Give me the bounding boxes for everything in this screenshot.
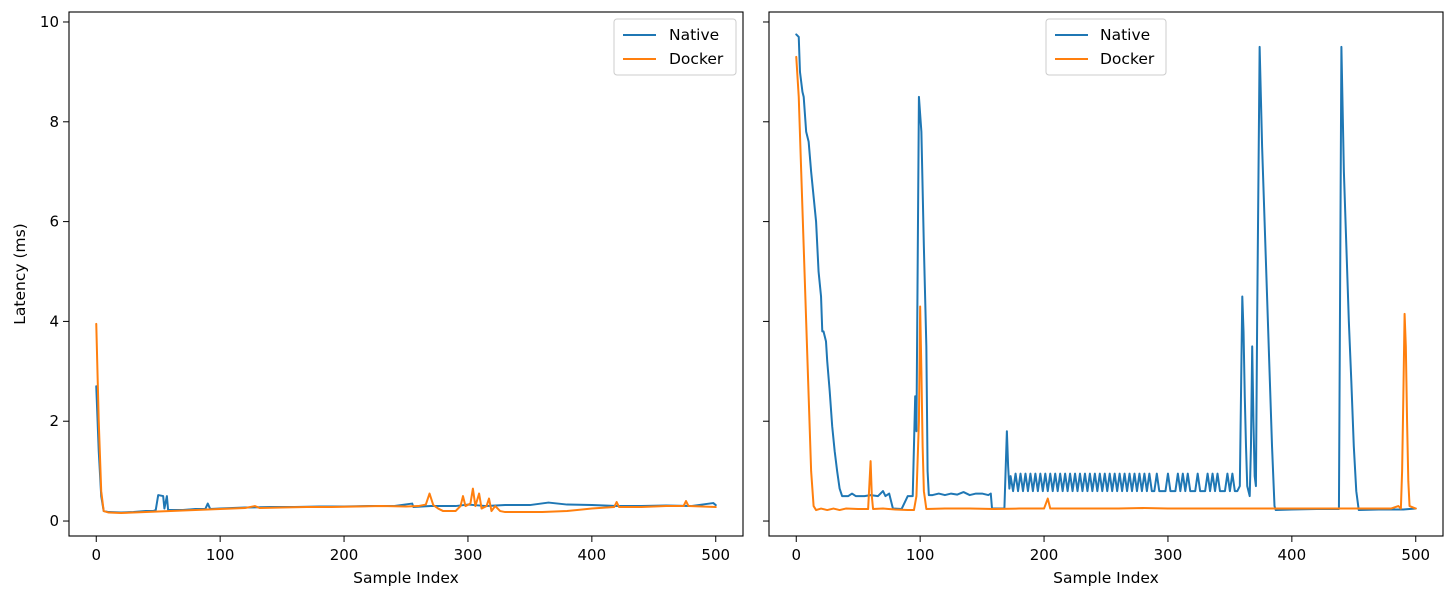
left-subplot: 0 100 200 300 400 500 0 2 4 6 8 10 Sample Index Lat… <box>11 11 744 587</box>
left-y-tick-label: 10 <box>40 13 59 31</box>
right-x-tick-label: 100 <box>906 546 935 564</box>
left-plot-frame <box>68 11 744 537</box>
right-series-native-line <box>795 33 1417 512</box>
left-x-tick-label: 100 <box>206 546 235 564</box>
right-plot-frame <box>768 11 1444 537</box>
left-x-tick-label: 300 <box>454 546 483 564</box>
right-legend-native-label: Native <box>1100 26 1150 44</box>
right-ticks: 0 100 200 300 400 500 <box>763 21 1430 564</box>
right-x-tick-label: 500 <box>1401 546 1430 564</box>
right-x-tick-label: 300 <box>1154 546 1183 564</box>
left-series-docker-line <box>95 322 717 515</box>
left-legend-native-label: Native <box>669 26 719 44</box>
right-legend: Native Docker <box>1045 18 1167 76</box>
left-y-tick-label: 6 <box>49 213 59 231</box>
right-x-axis-label: Sample Index <box>1053 569 1159 587</box>
left-legend-docker-label: Docker <box>669 50 724 68</box>
left-x-tick-label: 400 <box>578 546 607 564</box>
left-y-tick-label: 4 <box>49 312 59 330</box>
left-legend-box <box>613 18 737 76</box>
left-series-layer <box>95 322 717 515</box>
right-subplot: 0 100 200 300 400 500 Sample Index Native Doc… <box>763 11 1444 587</box>
right-x-tick-label: 0 <box>791 546 801 564</box>
right-x-tick-label: 400 <box>1278 546 1307 564</box>
left-y-tick-label: 8 <box>49 113 59 131</box>
left-x-axis-label: Sample Index <box>353 569 459 587</box>
right-x-tick-label: 200 <box>1030 546 1059 564</box>
right-legend-docker-label: Docker <box>1100 50 1155 68</box>
left-y-tick-label: 2 <box>49 412 59 430</box>
left-x-tick-label: 500 <box>701 546 730 564</box>
left-x-tick-label: 0 <box>91 546 101 564</box>
left-ticks: 0 100 200 300 400 500 0 2 4 6 8 10 <box>40 13 730 564</box>
right-series-layer <box>795 33 1417 512</box>
left-legend: Native Docker <box>613 18 737 76</box>
right-series-docker-line <box>795 55 1417 512</box>
left-y-tick-label: 0 <box>49 512 59 530</box>
left-x-tick-label: 200 <box>330 546 359 564</box>
y-axis-label: Latency (ms) <box>11 223 29 324</box>
right-legend-box <box>1045 18 1167 76</box>
